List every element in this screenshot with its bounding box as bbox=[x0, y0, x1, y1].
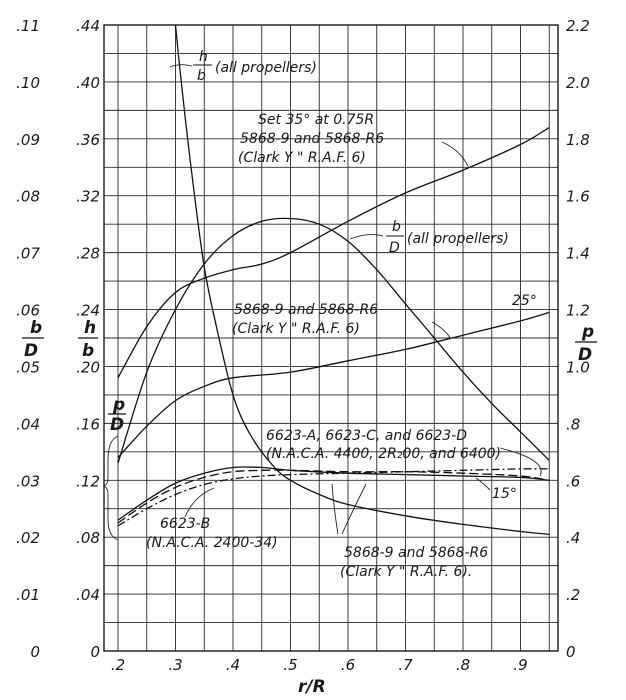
series-line-4 bbox=[117, 466, 550, 521]
right-tick-label: 1.8 bbox=[566, 131, 590, 149]
left-inner-tick-label: 0 bbox=[90, 643, 100, 661]
annot-naca-2: (N.A.C.A. 4400, 2R₂00, and 6400) bbox=[266, 446, 501, 462]
series-line-0 bbox=[174, 24, 550, 535]
left-outer-tick-label: .07 bbox=[16, 245, 40, 263]
left-inner-axis-label-den: b bbox=[82, 341, 94, 361]
right-tick-label: 1.0 bbox=[566, 358, 590, 376]
right-axis-label-den: D bbox=[578, 345, 592, 365]
left-outer-tick-label: .08 bbox=[16, 188, 40, 206]
left-outer-tick-label: .03 bbox=[16, 472, 40, 490]
x-tick-label: .4 bbox=[226, 656, 240, 674]
annot-6623b-2: (N.A.C.A. 2400-34) bbox=[146, 535, 278, 551]
x-tick-label: .2 bbox=[111, 656, 125, 674]
leader-6623b bbox=[184, 487, 215, 518]
left-inner-tick-label: .24 bbox=[76, 302, 100, 320]
leader-15 bbox=[475, 477, 491, 491]
left-outer-tick-label: 0 bbox=[30, 643, 40, 661]
leader-bd bbox=[349, 234, 384, 240]
annotations: h b (all propellers) Set 35° at 0.75R 58… bbox=[108, 49, 537, 580]
annot-15deg: 15° bbox=[492, 486, 517, 502]
annot-hb-num: h bbox=[199, 49, 208, 65]
annot-set35-2: 5868-9 and 5868-R6 bbox=[240, 131, 384, 147]
x-tick-label: .3 bbox=[168, 656, 182, 674]
left-outer-axis-label-den: D bbox=[24, 341, 38, 361]
left-inner-axis-label-num: h bbox=[84, 318, 96, 338]
leader-mid bbox=[431, 321, 451, 339]
right-tick-label: .8 bbox=[566, 415, 580, 433]
annot-pd-num: p bbox=[112, 395, 125, 415]
annot-hb-den: b bbox=[197, 68, 206, 84]
x-tick-label: .5 bbox=[283, 656, 297, 674]
left-outer-tick-label: .04 bbox=[16, 415, 40, 433]
leader-low bbox=[331, 483, 339, 535]
x-axis-label: r/R bbox=[298, 677, 326, 697]
right-axis-label-num: p bbox=[581, 322, 594, 342]
annot-low-1: 5868-9 and 5868-R6 bbox=[344, 545, 488, 561]
plot-frame bbox=[103, 24, 559, 652]
series-line-2 bbox=[117, 126, 550, 379]
left-outer-axis-label-num: b bbox=[30, 318, 42, 338]
right-tick-label: 1.6 bbox=[566, 188, 590, 206]
x-tick-label: .9 bbox=[513, 656, 527, 674]
left-inner-tick-label: .28 bbox=[76, 245, 100, 263]
left-outer-tick-label: .02 bbox=[16, 529, 40, 547]
leader-low-2 bbox=[341, 483, 367, 535]
grid bbox=[104, 25, 558, 651]
series-line-1 bbox=[117, 217, 550, 464]
annot-hb-text: (all propellers) bbox=[215, 60, 317, 76]
axis-labels: b D h b p D r/R bbox=[22, 318, 597, 697]
annot-set35-3: (Clark Y " R.A.F. 6) bbox=[238, 150, 366, 166]
leader-lines bbox=[102, 64, 542, 541]
right-tick-label: .4 bbox=[566, 529, 580, 547]
right-tick-label: 1.2 bbox=[566, 302, 590, 320]
x-tick-label: .7 bbox=[398, 656, 413, 674]
annot-mid-2: (Clark Y " R.A.F. 6) bbox=[232, 321, 360, 337]
annot-bd-text: (all propellers) bbox=[407, 231, 509, 247]
left-outer-tick-label: .06 bbox=[16, 302, 40, 320]
x-tick-label: .8 bbox=[456, 656, 470, 674]
left-inner-tick-label: .20 bbox=[76, 358, 100, 376]
left-inner-tick-label: .36 bbox=[76, 131, 100, 149]
left-outer-tick-label: .09 bbox=[16, 131, 40, 149]
annot-bd-num: b bbox=[392, 219, 401, 235]
annot-bd-den: D bbox=[389, 240, 400, 256]
leader-hb bbox=[169, 64, 193, 68]
annot-25deg: 25° bbox=[512, 293, 537, 309]
brace-pd bbox=[102, 435, 119, 541]
annot-pd-den: D bbox=[110, 415, 124, 435]
left-inner-tick-label: .08 bbox=[76, 529, 100, 547]
left-inner-tick-label: .12 bbox=[76, 472, 100, 490]
series-line-6 bbox=[117, 468, 550, 527]
annot-mid-1: 5868-9 and 5868-R6 bbox=[234, 302, 378, 318]
left-inner-tick-label: .40 bbox=[76, 74, 100, 92]
series-line-3 bbox=[117, 311, 550, 458]
left-inner-tick-label: .32 bbox=[76, 188, 100, 206]
right-tick-label: 2.0 bbox=[566, 74, 590, 92]
annot-naca-1: 6623-A, 6623-C, and 6623-D bbox=[266, 428, 467, 444]
leader-set35 bbox=[441, 141, 469, 167]
right-tick-label: 2.2 bbox=[566, 17, 590, 35]
left-outer-tick-label: .01 bbox=[16, 586, 40, 604]
curves bbox=[117, 24, 550, 535]
leader-naca bbox=[499, 447, 542, 477]
annot-low-2: (Clark Y " R.A.F. 6). bbox=[340, 564, 472, 580]
left-inner-tick-label: .16 bbox=[76, 415, 100, 433]
x-tick-label: .6 bbox=[341, 656, 355, 674]
left-inner-tick-label: .44 bbox=[76, 17, 100, 35]
left-outer-tick-label: .05 bbox=[16, 358, 40, 376]
annot-set35-1: Set 35° at 0.75R bbox=[258, 112, 374, 128]
left-inner-tick-label: .04 bbox=[76, 586, 100, 604]
right-tick-label: 0 bbox=[566, 643, 576, 661]
right-tick-label: .2 bbox=[566, 586, 580, 604]
left-outer-tick-label: .11 bbox=[16, 17, 40, 35]
left-outer-tick-label: .10 bbox=[16, 74, 40, 92]
right-tick-label: 1.4 bbox=[566, 245, 590, 263]
series-line-5 bbox=[117, 469, 550, 524]
annot-6623b-1: 6623-B bbox=[160, 516, 210, 532]
tick-labels: 0 0 0 .01 .04 .2 .02 .08 .4 .03 .12 .6 .04 .16 .8 .05 .2… bbox=[16, 17, 590, 674]
right-tick-label: .6 bbox=[566, 472, 580, 490]
